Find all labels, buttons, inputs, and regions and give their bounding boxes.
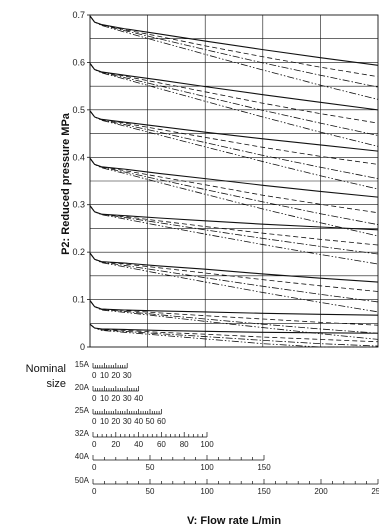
curve-solid-0 xyxy=(89,15,379,66)
y-tick-label: 0 xyxy=(80,342,85,352)
curve-solid-3 xyxy=(89,157,379,198)
y-axis: 0 0.1 0.2 0.3 0.4 0.5 0.6 0.7 xyxy=(72,10,90,352)
scale-tick-label: 40 xyxy=(134,394,143,403)
scale-tick-label: 0 xyxy=(92,394,97,403)
curve-dashdotdot-1 xyxy=(89,63,379,147)
nominal-size-label: 25A xyxy=(75,406,90,415)
curve-dashed-0 xyxy=(89,15,379,78)
scale-tick-label: 0 xyxy=(92,417,97,426)
curve-dashed-5 xyxy=(89,252,379,292)
scale-tick-label: 20 xyxy=(111,394,120,403)
curve-solid-4 xyxy=(89,205,379,231)
curve-dashdotdot-7 xyxy=(89,323,378,348)
y-tick-label: 0.3 xyxy=(72,200,85,210)
scale-tick-label: 150 xyxy=(257,487,271,496)
plot-grid xyxy=(89,14,379,348)
scale-tick-label: 200 xyxy=(314,487,328,496)
scale-tick-label: 0 xyxy=(92,463,97,472)
scale-tick-label: 50 xyxy=(146,487,155,496)
curve-dashed-7 xyxy=(89,323,379,343)
scale-tick-label: 100 xyxy=(200,463,214,472)
curve-dashdotdot-4 xyxy=(89,205,379,265)
scale-tick-label: 80 xyxy=(180,440,189,449)
scale-tick-label: 20 xyxy=(111,371,120,380)
curve-dashdot-1 xyxy=(89,63,379,136)
scale-tick-label: 40 xyxy=(134,417,143,426)
nominal-size-label: 32A xyxy=(75,429,90,438)
scale-tick-label: 30 xyxy=(123,394,132,403)
curve-dashdotdot-2 xyxy=(89,110,379,190)
y-axis-title: P2: Reduced pressure MPa xyxy=(60,112,72,255)
nominal-size-label: 40A xyxy=(75,452,90,461)
curve-solid-1 xyxy=(89,63,379,111)
curve-solid-2 xyxy=(89,110,379,152)
y-tick-label: 0.5 xyxy=(72,105,85,115)
scale-tick-label: 100 xyxy=(200,440,214,449)
pressure-curves xyxy=(89,15,379,348)
nominal-size-label: 50A xyxy=(75,476,90,485)
scale-tick-label: 0 xyxy=(92,487,97,496)
scale-tick-label: 20 xyxy=(111,440,120,449)
curve-dashed-2 xyxy=(89,110,379,165)
curve-solid-6 xyxy=(89,300,379,316)
y-tick-label: 0.2 xyxy=(72,247,85,257)
curve-dashdot-3 xyxy=(89,157,379,226)
nominal-label: Nominal xyxy=(26,363,66,375)
scale-tick-label: 0 xyxy=(92,371,97,380)
curve-dashdotdot-5 xyxy=(89,252,379,313)
scale-tick-label: 150 xyxy=(257,463,271,472)
size-label: size xyxy=(46,378,66,390)
scale-tick-label: 20 xyxy=(111,417,120,426)
scale-tick-label: 60 xyxy=(157,417,166,426)
x-axis-title: V: Flow rate L/min xyxy=(187,515,281,527)
y-tick-label: 0.6 xyxy=(72,57,85,67)
nominal-size-label: 20A xyxy=(75,383,90,392)
curve-solid-7 xyxy=(89,323,379,334)
curve-dashdotdot-6 xyxy=(89,300,379,340)
curve-dashdot-2 xyxy=(89,110,379,180)
scale-tick-label: 50 xyxy=(146,417,155,426)
scale-tick-label: 30 xyxy=(123,417,132,426)
curve-solid-5 xyxy=(89,252,379,283)
scale-tick-label: 250 xyxy=(371,487,379,496)
curve-dashdot-7 xyxy=(89,323,379,347)
curve-dashdotdot-3 xyxy=(89,157,379,237)
scale-tick-label: 0 xyxy=(92,440,97,449)
scale-tick-label: 10 xyxy=(100,394,109,403)
curve-dashdotdot-0 xyxy=(89,15,379,100)
scale-tick-label: 60 xyxy=(157,440,166,449)
scale-tick-label: 30 xyxy=(123,371,132,380)
scale-tick-label: 40 xyxy=(134,440,143,449)
nominal-size-label: 15A xyxy=(75,360,90,369)
curve-dashdot-5 xyxy=(89,252,379,303)
y-tick-label: 0.7 xyxy=(72,10,85,20)
curve-dashdot-6 xyxy=(89,300,379,334)
scale-tick-label: 10 xyxy=(100,371,109,380)
y-tick-label: 0.1 xyxy=(72,295,85,305)
curve-dashed-1 xyxy=(89,63,379,124)
scale-tick-label: 50 xyxy=(146,463,155,472)
scale-tick-label: 10 xyxy=(100,417,109,426)
scale-tick-label: 100 xyxy=(200,487,214,496)
y-tick-label: 0.4 xyxy=(72,152,85,162)
